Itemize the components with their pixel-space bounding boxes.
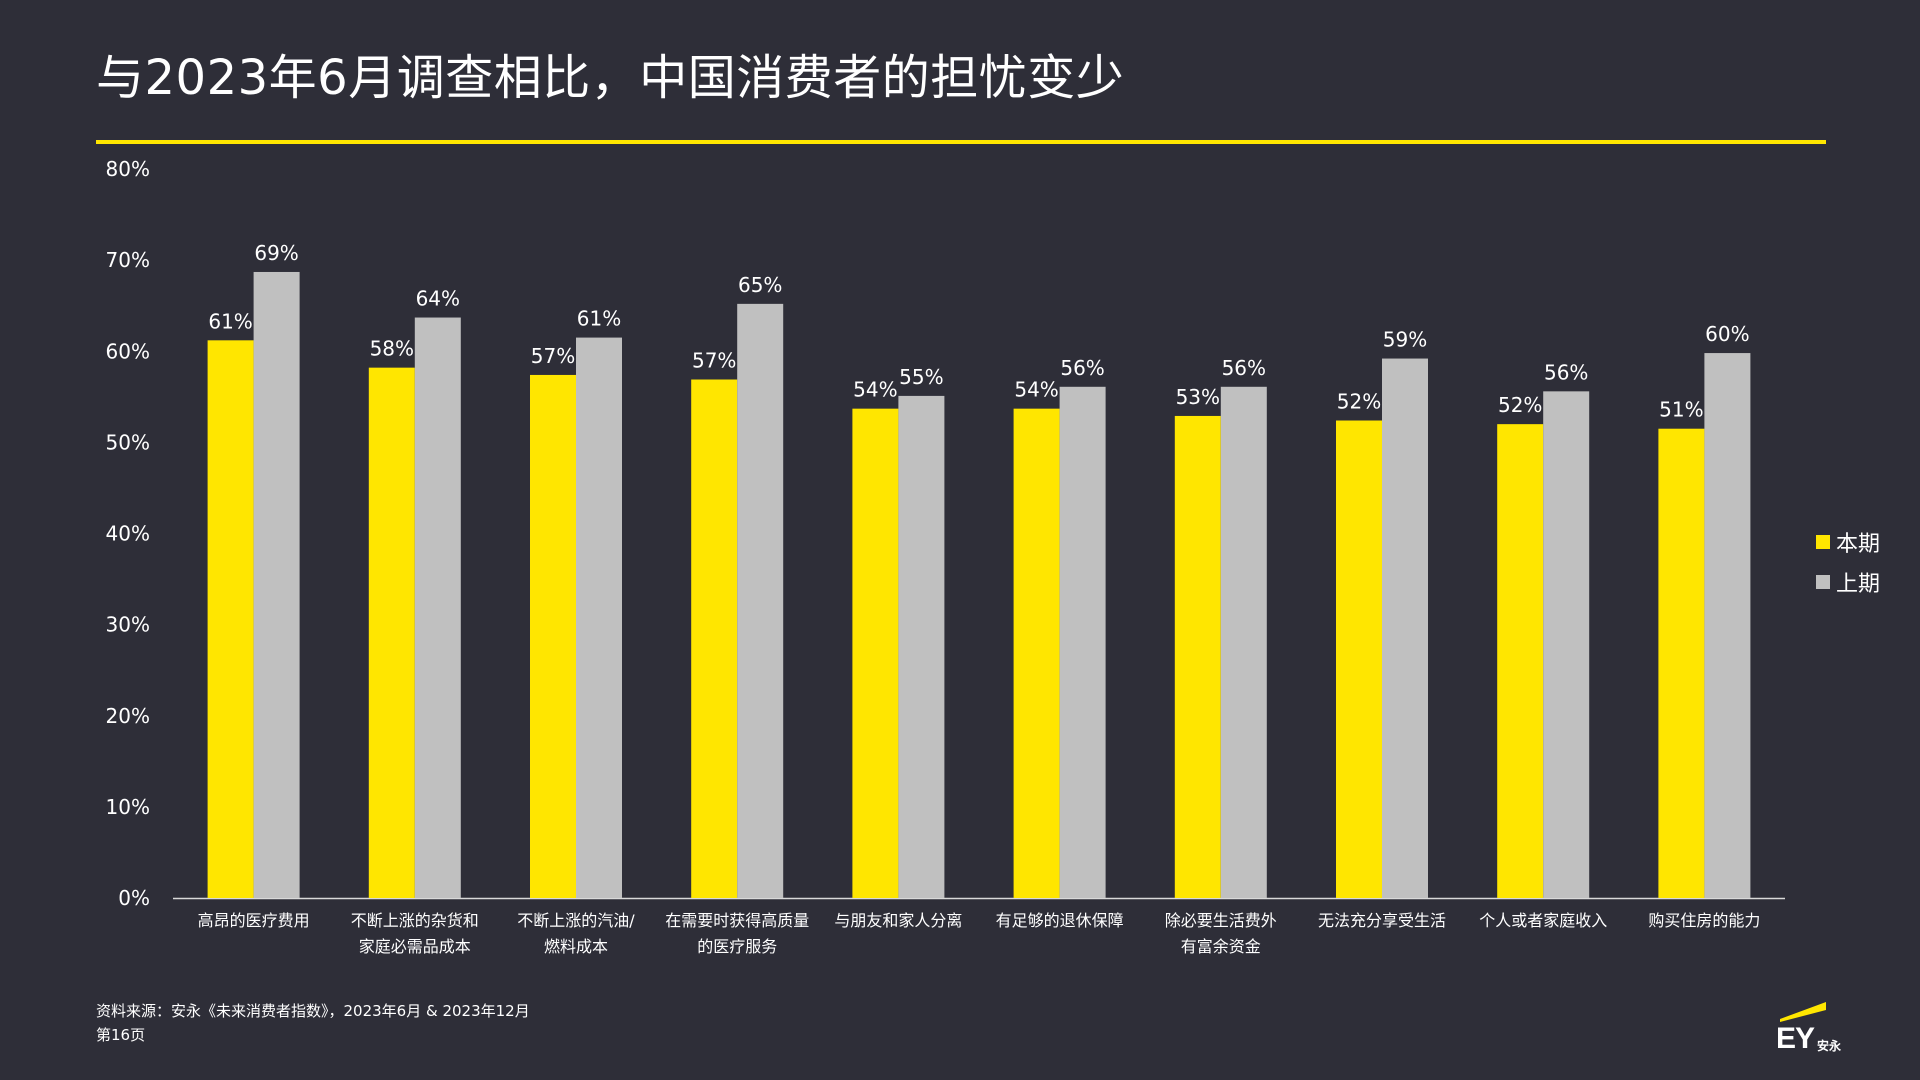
bar-current: [1658, 428, 1705, 898]
y-tick-label: 0%: [118, 886, 150, 910]
bar-current: [1336, 420, 1382, 898]
data-label-current: 53%: [1176, 385, 1220, 409]
bar-current: [1174, 415, 1221, 898]
legend-label-previous: 上期: [1836, 572, 1881, 597]
ey-logo-beam: [1780, 1002, 1826, 1022]
x-category-label: 燃料成本: [544, 937, 608, 956]
legend-swatch-current: [1816, 535, 1830, 549]
y-tick-label: 70%: [106, 248, 150, 272]
x-category-label: 与朋友和家人分离: [834, 911, 962, 930]
bar-current: [207, 340, 254, 898]
data-label-previous: 59%: [1383, 328, 1427, 352]
data-label-current: 54%: [1014, 378, 1058, 402]
x-category-label: 家庭必需品成本: [359, 937, 471, 956]
ey-logo: EY 安永: [1776, 1000, 1846, 1056]
y-tick-label: 50%: [106, 430, 150, 454]
bar-current: [852, 408, 899, 898]
x-category-label: 在需要时获得高质量: [665, 911, 809, 930]
y-tick-label: 10%: [106, 795, 150, 819]
legend-item-previous: 上期: [1816, 562, 1880, 602]
x-category-label: 不断上涨的汽油/: [517, 911, 635, 930]
data-label-previous: 65%: [738, 273, 782, 297]
data-label-previous: 56%: [1544, 360, 1588, 384]
x-category-label: 购买住房的能力: [1648, 911, 1760, 930]
y-tick-label: 40%: [106, 522, 150, 546]
chart-legend: 本期 上期: [1816, 522, 1880, 602]
data-label-previous: 55%: [899, 365, 943, 389]
bar-previous: [414, 317, 461, 898]
data-label-previous: 64%: [416, 287, 460, 311]
data-label-current: 58%: [370, 337, 414, 361]
x-category-label: 个人或者家庭收入: [1479, 911, 1607, 930]
x-category-label: 的医疗服务: [697, 937, 777, 956]
data-label-current: 54%: [853, 378, 897, 402]
source-note: 资料来源：安永《未来消费者指数》，2023年6月 & 2023年12月: [96, 1002, 530, 1020]
data-label-current: 61%: [208, 309, 252, 333]
bar-current: [1497, 424, 1544, 898]
bar-current: [1013, 408, 1060, 898]
data-label-current: 57%: [531, 344, 575, 368]
ey-logo-mark: EY: [1776, 1022, 1815, 1055]
legend-label-current: 本期: [1836, 532, 1881, 557]
bar-previous: [737, 303, 784, 898]
data-label-current: 51%: [1659, 398, 1703, 422]
bar-previous: [1059, 386, 1106, 898]
data-label-previous: 56%: [1060, 356, 1104, 380]
bar-previous: [1382, 358, 1428, 898]
legend-item-current: 本期: [1816, 522, 1880, 562]
x-category-label: 高昂的医疗费用: [198, 911, 310, 930]
bar-previous: [576, 337, 622, 898]
page-number: 第16页: [96, 1026, 146, 1044]
x-category-label: 有足够的退休保障: [996, 911, 1124, 930]
data-label-current: 57%: [692, 348, 736, 372]
data-label-current: 52%: [1337, 390, 1381, 414]
y-tick-label: 30%: [106, 613, 150, 637]
x-category-label: 无法充分享受生活: [1318, 911, 1446, 930]
bar-previous: [253, 271, 300, 898]
x-category-label: 有富余资金: [1181, 937, 1261, 956]
title-underline: [96, 140, 1826, 144]
bar-current: [530, 374, 576, 898]
bar-current: [691, 379, 738, 898]
x-category-label: 不断上涨的杂货和: [351, 911, 479, 930]
data-label-current: 52%: [1498, 393, 1542, 417]
bar-previous: [1543, 391, 1590, 898]
data-label-previous: 56%: [1222, 356, 1266, 380]
data-label-previous: 60%: [1705, 322, 1749, 346]
bar-previous: [1220, 386, 1267, 898]
data-label-previous: 61%: [577, 307, 621, 331]
legend-swatch-previous: [1816, 575, 1830, 589]
ey-logo-name: 安永: [1817, 1039, 1842, 1053]
y-tick-label: 60%: [106, 339, 150, 363]
bar-previous: [898, 395, 945, 898]
data-label-previous: 69%: [254, 241, 298, 265]
bar-previous: [1704, 353, 1751, 898]
y-tick-label: 20%: [106, 704, 150, 728]
x-category-label: 除必要生活费外: [1165, 911, 1277, 930]
y-tick-label: 80%: [106, 157, 150, 181]
bar-current: [368, 367, 415, 899]
slide-title: 与2023年6月调查相比，中国消费者的担忧变少: [96, 50, 1125, 106]
